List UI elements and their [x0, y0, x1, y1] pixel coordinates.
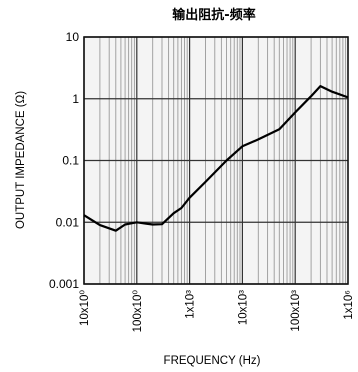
y-tick-label: 0.1 — [62, 154, 79, 168]
x-tick-label: 10x10⁰ — [79, 290, 91, 326]
series-line — [83, 84, 349, 232]
grid-layer — [83, 36, 348, 285]
y-tick-label: 0.01 — [56, 215, 80, 229]
x-tick-label: 1x10³ — [185, 290, 197, 319]
x-tick-label: 100x10⁰ — [132, 290, 144, 333]
x-tick-label: 100x10³ — [290, 290, 302, 332]
y-tick-label: 10 — [66, 30, 80, 44]
y-axis-label: OUTPUT IMPEDANCE (Ω) — [15, 91, 27, 229]
y-tick-label: 0.001 — [49, 277, 79, 291]
x-tick-label: 1x10⁶ — [343, 290, 355, 320]
plot-border — [83, 36, 349, 285]
chart-title: 输出阻抗-频率 — [172, 7, 255, 23]
series-layer — [83, 84, 349, 232]
y-tick-label: 1 — [72, 92, 79, 106]
axis-frame — [83, 36, 349, 285]
x-tick-labels: 10x10⁰ 100x10⁰ 1x10³ 10x10³ 100x10³ 1x10⁶ — [79, 290, 355, 333]
x-axis-label: FREQUENCY (Hz) — [164, 355, 261, 367]
x-tick-label: 10x10³ — [237, 290, 249, 325]
y-tick-labels: 0.001 0.01 0.1 1 10 — [49, 30, 79, 291]
